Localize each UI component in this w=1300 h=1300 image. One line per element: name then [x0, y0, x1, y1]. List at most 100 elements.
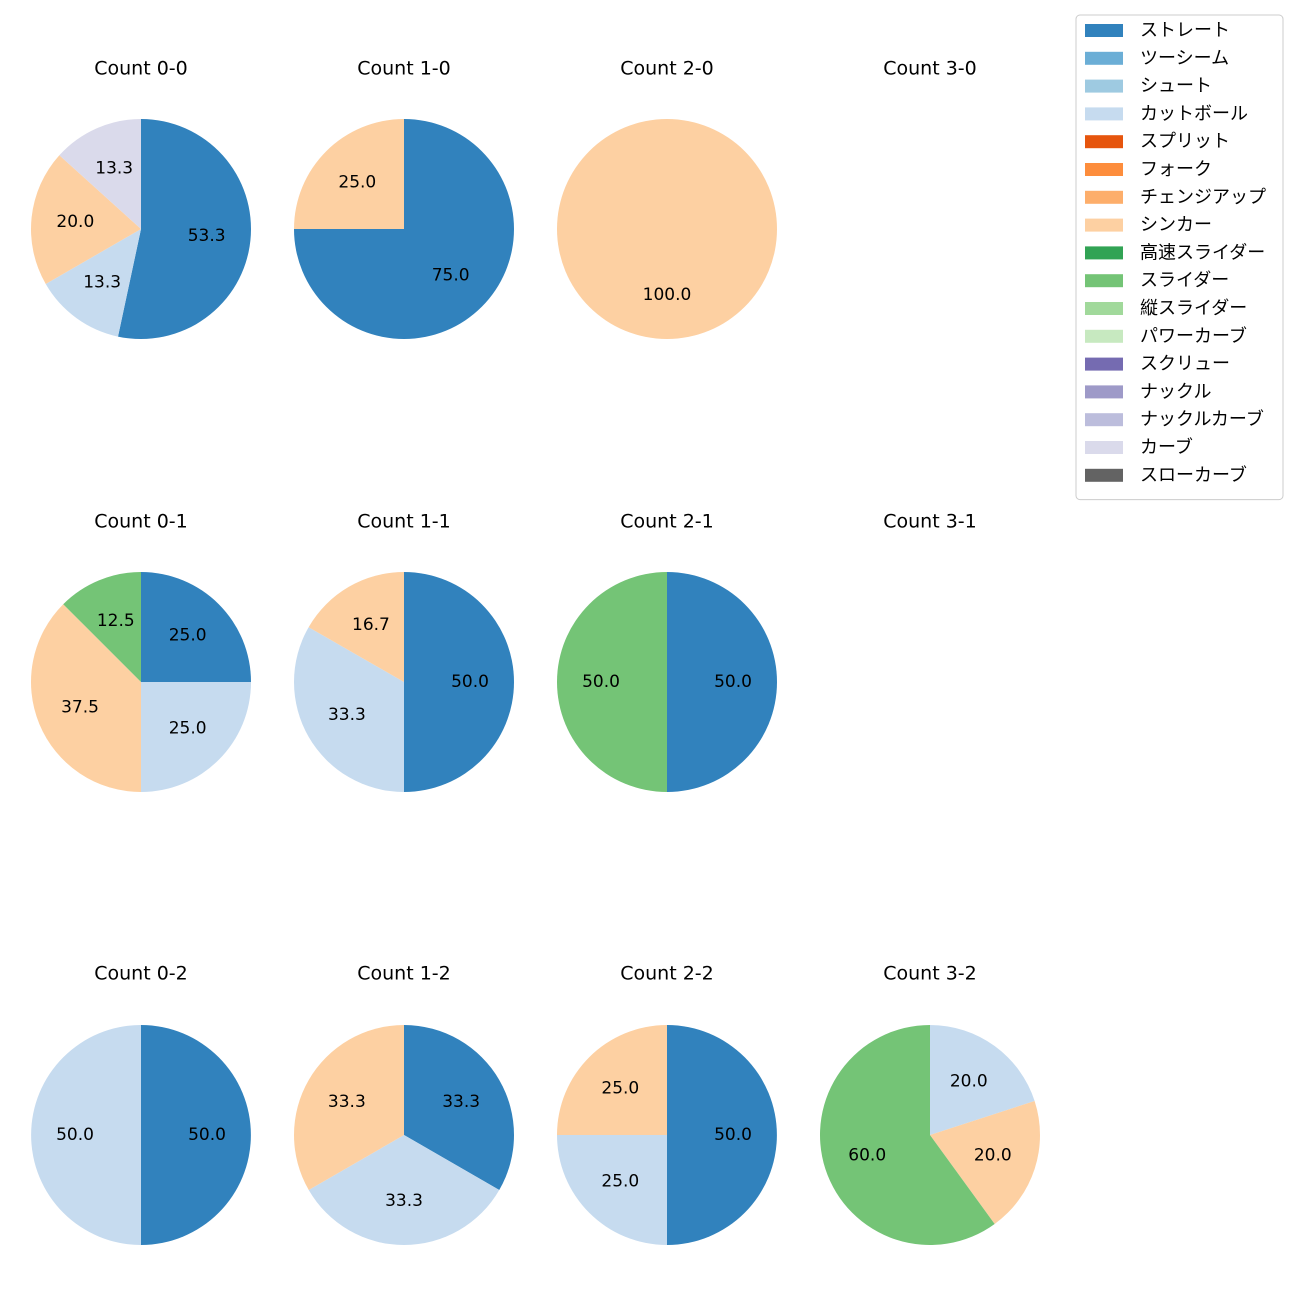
legend-item: チェンジアップ: [1085, 187, 1266, 208]
pie-title: Count 2-2: [620, 963, 714, 985]
pie-slice: [31, 1025, 141, 1245]
pie-slice: [819, 1025, 995, 1246]
pie-slice: [557, 119, 777, 339]
pie-title: Count 1-1: [357, 511, 451, 533]
pie-count-3-0: Count 3-0: [883, 58, 977, 80]
slice-label: 20.0: [56, 212, 94, 232]
legend-item: ツーシーム: [1085, 48, 1229, 69]
legend-label: ナックル: [1140, 381, 1211, 402]
slice-label: 50.0: [451, 672, 489, 692]
legend-swatch: [1085, 107, 1123, 121]
pie-slice: [294, 119, 404, 229]
legend-label: シュート: [1140, 76, 1212, 97]
pie-panels: Count 0-0 53.3 13.3 20.0 13.3 Count 1-0 75.0 25…: [30, 58, 1040, 1246]
legend-item: ナックル: [1085, 381, 1211, 402]
legend-label: スローカーブ: [1140, 464, 1247, 486]
pie-count-0-0: Count 0-0 53.3 13.3 20.0 13.3: [30, 58, 252, 339]
slice-label: 53.3: [188, 226, 226, 246]
slice-label: 50.0: [188, 1125, 226, 1145]
legend-swatch: [1085, 246, 1123, 260]
legend-item: スプリット: [1085, 131, 1230, 152]
slice-label: 37.5: [61, 697, 99, 717]
slice-label: 20.0: [950, 1072, 988, 1092]
slice-label: 33.3: [328, 1092, 366, 1112]
pie-slice: [294, 627, 404, 792]
legend-item: シュート: [1085, 76, 1212, 97]
pie-slice: [141, 682, 251, 792]
pie-slice: [930, 1101, 1040, 1224]
slice-label: 20.0: [974, 1145, 1012, 1165]
slice-label: 25.0: [169, 625, 207, 645]
pie-count-1-1: Count 1-1 50.0 33.3 16.7: [294, 511, 514, 792]
legend-swatch: [1085, 413, 1123, 427]
slice-label: 13.3: [95, 159, 133, 179]
legend-swatch: [1085, 385, 1123, 399]
slice-label: 50.0: [56, 1125, 94, 1145]
pie-slice: [63, 572, 141, 682]
pie-slice: [404, 572, 514, 792]
pie-slice: [667, 1025, 777, 1245]
legend-item: カーブ: [1085, 436, 1193, 458]
legend-item: 縦スライダー: [1085, 298, 1247, 319]
pie-slice: [117, 119, 252, 339]
pie-title: Count 2-1: [620, 511, 714, 533]
legend: ストレートツーシームシュートカットボールスプリットフォークチェンジアップシンカー…: [1075, 14, 1284, 501]
slice-label: 25.0: [169, 719, 207, 739]
pie-slice: [141, 572, 251, 682]
legend-swatch: [1085, 135, 1123, 149]
pie-slice: [294, 1025, 404, 1190]
legend-swatch: [1085, 190, 1123, 204]
legend-label: フォーク: [1140, 159, 1212, 180]
legend-item: カットボール: [1085, 103, 1248, 124]
legend-label: ツーシーム: [1140, 48, 1229, 69]
legend-label: スクリュー: [1140, 354, 1230, 375]
legend-label: カットボール: [1140, 103, 1248, 124]
pie-slice: [308, 572, 404, 682]
legend-item: スライダー: [1085, 270, 1229, 291]
legend-swatch: [1085, 357, 1123, 371]
pie-slice: [308, 1135, 500, 1245]
slice-label: 33.3: [385, 1191, 423, 1211]
pie-slice: [557, 1025, 667, 1135]
slice-label: 50.0: [714, 672, 752, 692]
slice-label: 33.3: [442, 1092, 480, 1112]
slice-label: 13.3: [83, 272, 121, 292]
legend-label: ナックルカーブ: [1140, 408, 1264, 430]
pie-slice: [404, 1025, 514, 1190]
legend-item: ストレート: [1085, 20, 1230, 41]
legend-item: スクリュー: [1085, 354, 1230, 375]
pie-count-3-1: Count 3-1: [883, 511, 977, 533]
legend-item: パワーカーブ: [1085, 325, 1247, 347]
legend-swatch: [1085, 329, 1123, 343]
pie-title: Count 1-2: [357, 963, 451, 985]
slice-label: 25.0: [601, 1078, 639, 1098]
pie-slice: [59, 119, 141, 229]
pie-title: Count 0-1: [94, 511, 188, 533]
legend-item: フォーク: [1085, 159, 1212, 180]
legend-swatch: [1085, 441, 1123, 454]
legend-item: 高速スライダー: [1085, 242, 1265, 263]
pie-count-3-2: Count 3-2 20.0 20.0 60.0: [819, 963, 1040, 1246]
legend-label: 縦スライダー: [1140, 298, 1247, 319]
legend-label: ストレート: [1140, 20, 1230, 41]
pie-count-1-2: Count 1-2 33.3 33.3 33.3: [294, 963, 514, 1245]
pie-title: Count 0-2: [94, 963, 188, 985]
pie-slice: [557, 572, 667, 792]
pie-count-0-1: Count 0-1 25.0 25.0 37.5 12.5: [31, 511, 251, 792]
legend-swatch: [1085, 218, 1123, 232]
slice-label: 33.3: [328, 705, 366, 725]
slice-label: 25.0: [338, 172, 376, 192]
pie-slice: [930, 1025, 1035, 1135]
slice-label: 100.0: [643, 285, 692, 305]
pie-count-1-0: Count 1-0 75.0 25.0: [294, 58, 514, 339]
pie-title: Count 3-1: [883, 511, 977, 533]
slice-label: 12.5: [97, 611, 135, 631]
slice-label: 25.0: [601, 1172, 639, 1192]
pie-title: Count 3-2: [883, 963, 977, 985]
slice-label: 50.0: [582, 672, 620, 692]
pie-slice: [667, 572, 777, 792]
pie-slice: [31, 604, 141, 792]
legend-swatch: [1085, 79, 1123, 93]
legend-swatch: [1085, 163, 1123, 176]
